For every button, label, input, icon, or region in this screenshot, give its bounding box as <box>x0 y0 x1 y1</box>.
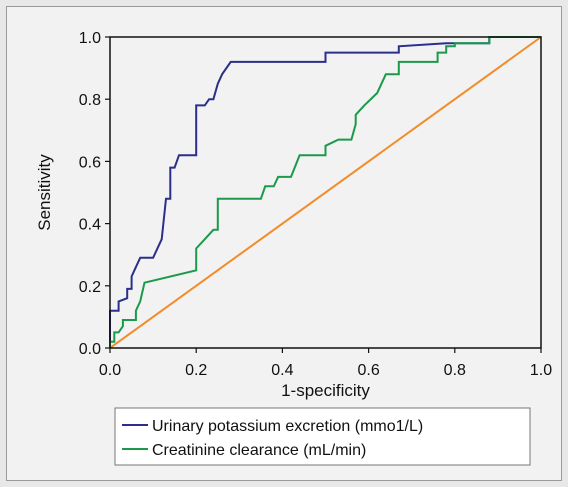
legend-label-urinary-potassium: Urinary potassium excretion (mmo1/L) <box>152 418 423 435</box>
y-tick-label: 0.0 <box>79 341 101 358</box>
plot-area <box>109 36 542 349</box>
y-tick-label: 1.0 <box>79 30 101 47</box>
chart-frame <box>6 6 562 481</box>
y-tick-label: 0.6 <box>79 154 101 171</box>
ticks-layer: 0.0 0.2 0.4 0.6 0.8 1.0 0.0 0.2 0.4 0.6 0.8 1.0 <box>79 30 552 379</box>
x-tick-label: 0.6 <box>357 362 379 379</box>
y-axis-title: Sensitivity <box>35 154 54 231</box>
series-layer <box>109 36 542 349</box>
legend-label-creatinine-clearance: Creatinine clearance (mL/min) <box>152 442 366 459</box>
legend-box <box>114 407 531 466</box>
x-tick-label: 1.0 <box>530 362 552 379</box>
x-tick-label: 0.4 <box>271 362 293 379</box>
y-tick-label: 0.8 <box>79 92 101 109</box>
x-tick-label: 0.2 <box>185 362 207 379</box>
reference-diagonal-line <box>109 36 542 349</box>
y-tick-label: 0.4 <box>79 217 101 234</box>
series-line-urinary-potassium <box>109 36 541 348</box>
x-tick-label: 0.0 <box>99 362 121 379</box>
legend: Urinary potassium excretion (mmo1/L) Cre… <box>114 407 531 466</box>
x-tick-label: 0.8 <box>444 362 466 379</box>
x-axis-title: 1-specificity <box>281 381 370 400</box>
y-tick-label: 0.2 <box>79 279 101 296</box>
series-line-creatinine-clearance <box>109 36 541 348</box>
